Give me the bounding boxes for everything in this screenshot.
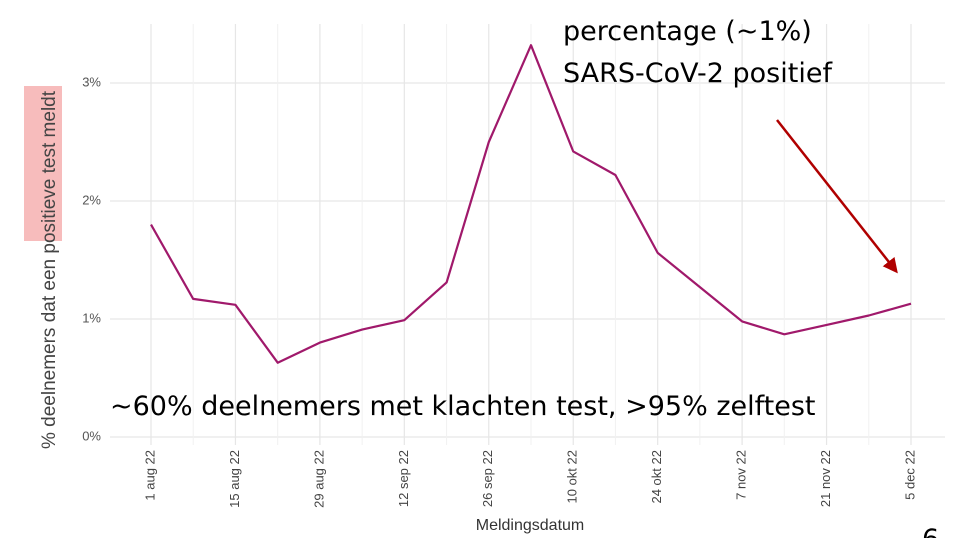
y-axis-title: % deelnemers dat een positieve test meld… [39, 90, 60, 449]
x-tick-label: 29 aug 22 [311, 450, 326, 508]
y-tick-label: 3% [82, 74, 101, 89]
arrow [776, 119, 898, 274]
x-tick-label: 24 okt 22 [649, 450, 664, 504]
x-tick-label: 1 aug 22 [142, 450, 157, 501]
y-tick-label: 0% [82, 428, 101, 443]
x-tick-label: 15 aug 22 [227, 450, 242, 508]
annotation: percentage (~1%) [563, 16, 812, 47]
x-axis-title: Meldingsdatum [476, 517, 585, 534]
annotation: SARS-CoV-2 positief [563, 58, 833, 89]
highlight [24, 86, 62, 241]
x-tick-label: 10 okt 22 [565, 450, 580, 504]
page-number: 6 [922, 524, 939, 538]
y-tick-label: 2% [82, 192, 101, 207]
annotation: ~60% deelnemers met klachten test, >95% … [110, 391, 815, 422]
x-tick-label: 26 sep 22 [480, 450, 495, 507]
x-tick-label: 21 nov 22 [818, 450, 833, 507]
x-tick-label: 12 sep 22 [396, 450, 411, 507]
line [150, 44, 912, 364]
y-tick-label: 1% [82, 310, 101, 325]
x-tick-label: 7 nov 22 [734, 450, 749, 500]
x-tick-label: 5 dec 22 [902, 450, 917, 500]
